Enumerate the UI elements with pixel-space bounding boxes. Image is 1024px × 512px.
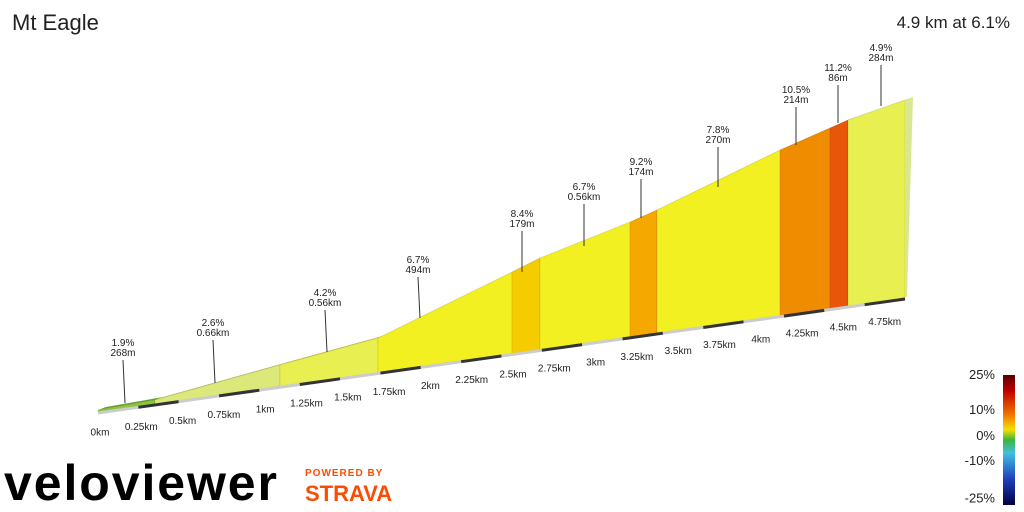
color-scale [1003, 375, 1015, 505]
length-label: 494m [405, 265, 430, 276]
distance-band [218, 388, 260, 398]
length-label: 268m [110, 348, 135, 359]
distance-band [339, 371, 381, 381]
grade-label: 4.9% [870, 43, 893, 54]
grade-label: 8.4% [511, 209, 534, 220]
x-tick-label: 1.5km [334, 393, 361, 404]
slope-top [280, 335, 386, 365]
length-label: 179m [509, 219, 534, 230]
slope-segment [539, 221, 631, 351]
distance-band [703, 320, 744, 329]
legend-tick-label: 0% [976, 428, 995, 443]
x-tick-label: 0km [91, 428, 110, 439]
x-tick-label: 4km [751, 334, 770, 345]
distance-band [420, 360, 462, 369]
end-face [905, 97, 913, 298]
slope-segment [847, 99, 906, 307]
grade-label: 10.5% [782, 85, 810, 96]
legend-tick-label: 10% [969, 402, 995, 417]
length-label: 270m [705, 135, 730, 146]
x-tick-label: 0.5km [169, 416, 196, 427]
distance-band [541, 343, 583, 352]
slope-top [848, 97, 913, 120]
length-label: 174m [628, 167, 653, 178]
distance-band [581, 337, 623, 347]
x-tick-label: 3.25km [621, 352, 654, 363]
grade-label: 6.7% [407, 255, 430, 266]
x-tick-label: 4.75km [868, 317, 901, 328]
x-tick-label: 1.25km [290, 399, 323, 410]
x-tick-label: 1km [256, 404, 275, 415]
powered-by: POWERED BY [305, 468, 383, 479]
subtitle: 4.9 km at 6.1% [897, 13, 1010, 32]
distance-band [178, 394, 220, 404]
distance-band [864, 297, 906, 307]
distance-band [380, 365, 422, 375]
distance-band [138, 400, 179, 409]
grade-label: 9.2% [630, 157, 653, 168]
distance-band [97, 405, 139, 415]
grade-label: 7.8% [707, 125, 730, 136]
partner: STRAVA [305, 481, 392, 506]
distance-band [622, 331, 664, 341]
grade-label: 11.2% [824, 63, 852, 74]
grade-label: 2.6% [202, 318, 225, 329]
length-label: 284m [868, 53, 893, 64]
slope-segment [154, 364, 281, 405]
distance-band [662, 326, 704, 335]
distance-band [501, 348, 543, 358]
length-label: 0.56km [309, 298, 342, 309]
title: Mt Eagle [12, 10, 99, 35]
distance-band [783, 308, 825, 318]
x-tick-label: 4.25km [786, 329, 819, 340]
length-label: 0.56km [568, 192, 601, 203]
x-tick-label: 0.25km [125, 422, 158, 433]
slope-top [155, 362, 288, 400]
leader-line [417, 276, 421, 319]
distance-band [743, 314, 785, 324]
slope-top [98, 397, 163, 410]
distance-band [299, 377, 341, 386]
x-tick-label: 4.5km [830, 323, 857, 334]
legend-tick-label: -10% [965, 453, 996, 468]
leader-line [212, 339, 216, 384]
slope-segment [779, 127, 831, 317]
slope-segment [629, 209, 658, 338]
grade-label: 4.2% [314, 288, 337, 299]
grade-label: 6.7% [573, 182, 596, 193]
logo: veloviewer [4, 455, 277, 511]
x-tick-label: 0.75km [208, 410, 241, 421]
x-tick-label: 1.75km [373, 387, 406, 398]
legend-tick-label: 25% [969, 367, 995, 382]
x-tick-label: 3km [586, 358, 605, 369]
length-label: 214m [783, 95, 808, 106]
length-label: 86m [828, 73, 847, 84]
x-tick-label: 3.5km [665, 346, 692, 357]
slope-segment [511, 257, 541, 355]
x-tick-label: 3.75km [703, 340, 736, 351]
distance-band [259, 383, 300, 392]
grade-label: 1.9% [112, 338, 135, 349]
distance-band [824, 303, 865, 312]
x-tick-label: 2.5km [499, 369, 526, 380]
leader-line [324, 309, 328, 353]
length-label: 0.66km [197, 328, 230, 339]
distance-band [460, 354, 502, 364]
x-tick-label: 2.25km [455, 375, 488, 386]
slope-segment [829, 119, 849, 310]
x-tick-label: 2km [421, 381, 440, 392]
legend-tick-label: -25% [965, 491, 996, 506]
x-tick-label: 2.75km [538, 364, 571, 375]
leader-line [122, 359, 126, 404]
